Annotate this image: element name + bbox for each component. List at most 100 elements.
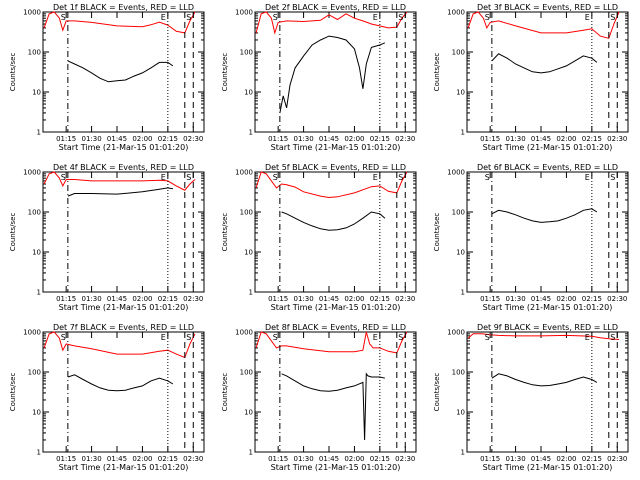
x-tick-label: 01:45 — [107, 295, 127, 303]
x-tick-label: 02:30 — [395, 455, 415, 463]
x-tick-label: 01:15 — [480, 135, 500, 143]
y-tick-label: 1000 — [235, 169, 253, 177]
panel-title: Det 9f BLACK = Events, RED = LLD — [477, 323, 618, 332]
panel: Det 3f BLACK = Events, RED = LLD 1 10 100 10… — [433, 3, 629, 152]
marker-label: E — [161, 333, 166, 342]
y-tick-label: 1 — [249, 289, 253, 297]
y-axis-label: Counts/sec — [433, 213, 441, 252]
y-tick-label: 1000 — [235, 9, 253, 17]
y-tick-label: 10 — [244, 409, 253, 417]
events-series-line — [281, 372, 386, 441]
y-tick-label: 100 — [452, 209, 465, 217]
x-tick-label: 01:30 — [505, 135, 525, 143]
marker-label: E — [373, 173, 378, 182]
x-tick-label: 02:00 — [344, 455, 364, 463]
y-axis-label: Counts/sec — [9, 213, 17, 252]
x-tick-label: 01:30 — [81, 455, 101, 463]
y-tick-label: 10 — [244, 89, 253, 97]
plot-frame — [254, 11, 417, 133]
y-tick-label: 1000 — [23, 169, 41, 177]
x-tick-label: 02:00 — [556, 135, 576, 143]
y-tick-label: 100 — [452, 49, 465, 57]
panel: Det 7f BLACK = Events, RED = LLD 1 10 100 10… — [9, 323, 205, 472]
x-tick-label: 02:30 — [183, 135, 203, 143]
x-axis-label: Start Time (21-Mar-15 01:01:20) — [271, 143, 401, 152]
x-tick-label: 02:30 — [183, 295, 203, 303]
panel-title: Det 4f BLACK = Events, RED = LLD — [53, 163, 194, 172]
marker-label: S — [273, 333, 278, 342]
x-tick-label: 01:45 — [319, 295, 339, 303]
x-tick-label: 02:00 — [556, 455, 576, 463]
marker-label: S — [186, 333, 191, 342]
y-axis-label: Counts/sec — [9, 53, 17, 92]
plot-frame — [466, 171, 629, 293]
x-tick-label: 02:00 — [132, 455, 152, 463]
plot-frame — [466, 331, 629, 453]
y-tick-label: 10 — [32, 249, 41, 257]
plot-frame — [42, 11, 205, 133]
marker-label: S — [485, 13, 490, 22]
x-tick-label: 02:15 — [582, 135, 602, 143]
marker-label: E — [373, 333, 378, 342]
marker-label: S — [61, 333, 66, 342]
y-tick-label: 10 — [244, 249, 253, 257]
plot-frame — [254, 171, 417, 293]
y-tick-label: 100 — [452, 369, 465, 377]
marker-label: E — [373, 13, 378, 22]
y-tick-label: 1000 — [447, 169, 465, 177]
lld-series-line — [43, 331, 196, 359]
y-tick-label: 100 — [240, 49, 253, 57]
x-axis-label: Start Time (21-Mar-15 01:01:20) — [483, 303, 613, 312]
x-tick-label: 01:45 — [107, 135, 127, 143]
x-tick-label: 02:30 — [607, 135, 627, 143]
marker-label: S — [273, 13, 278, 22]
plot-frame — [42, 171, 205, 293]
events-series-line — [281, 211, 386, 231]
panel-title: Det 6f BLACK = Events, RED = LLD — [477, 163, 618, 172]
y-tick-label: 10 — [456, 89, 465, 97]
x-axis-label: Start Time (21-Mar-15 01:01:20) — [483, 463, 613, 472]
marker-label: S — [186, 173, 191, 182]
y-axis-label: Counts/sec — [221, 53, 229, 92]
panel: Det 2f BLACK = Events, RED = LLD 1 10 100 10… — [221, 3, 417, 152]
y-tick-label: 100 — [240, 369, 253, 377]
x-tick-label: 01:45 — [531, 295, 551, 303]
x-tick-label: 01:15 — [268, 135, 288, 143]
events-series-line — [491, 53, 598, 74]
panel-title: Det 7f BLACK = Events, RED = LLD — [53, 323, 194, 332]
x-tick-label: 01:45 — [107, 455, 127, 463]
events-series-line — [279, 35, 386, 113]
y-tick-label: 1 — [249, 449, 253, 457]
x-axis-label: Start Time (21-Mar-15 01:01:20) — [483, 143, 613, 152]
y-tick-label: 1000 — [235, 329, 253, 337]
marker-label: E — [585, 173, 590, 182]
panel: Det 4f BLACK = Events, RED = LLD 1 10 100 10… — [9, 163, 205, 312]
x-tick-label: 01:30 — [505, 455, 525, 463]
panel-title: Det 8f BLACK = Events, RED = LLD — [265, 323, 406, 332]
marker-label: S — [186, 13, 191, 22]
x-axis-label: Start Time (21-Mar-15 01:01:20) — [59, 143, 189, 152]
y-tick-label: 1 — [461, 449, 465, 457]
panel-title: Det 5f BLACK = Events, RED = LLD — [265, 163, 406, 172]
y-tick-label: 1000 — [447, 329, 465, 337]
x-tick-label: 02:15 — [370, 455, 390, 463]
marker-label: S — [61, 173, 66, 182]
plot-frame — [466, 11, 629, 133]
panel: Det 8f BLACK = Events, RED = LLD 1 10 100 10… — [221, 323, 417, 472]
x-tick-label: 01:30 — [81, 295, 101, 303]
x-tick-label: 01:15 — [56, 295, 76, 303]
x-tick-label: 01:15 — [56, 135, 76, 143]
marker-label: E — [161, 13, 166, 22]
y-tick-label: 1000 — [23, 9, 41, 17]
x-tick-label: 01:15 — [480, 295, 500, 303]
lld-series-line — [255, 11, 408, 35]
x-tick-label: 01:30 — [293, 455, 313, 463]
y-axis-label: Counts/sec — [433, 53, 441, 92]
y-tick-label: 1 — [249, 129, 253, 137]
marker-label: E — [161, 173, 166, 182]
x-tick-label: 01:15 — [268, 295, 288, 303]
marker-label: S — [610, 173, 615, 182]
marker-label: E — [585, 13, 590, 22]
y-tick-label: 100 — [28, 49, 41, 57]
marker-label: S — [61, 13, 66, 22]
